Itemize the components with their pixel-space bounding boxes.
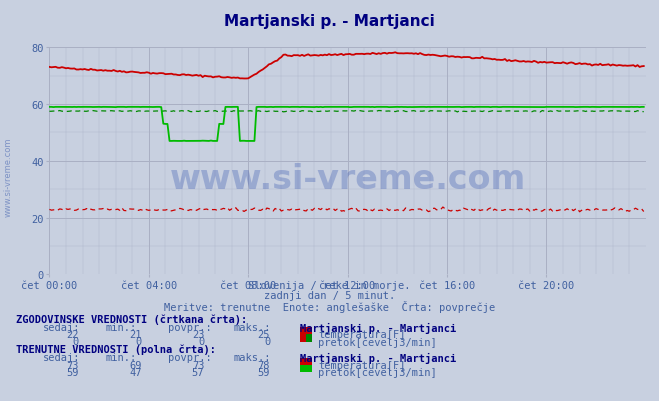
Text: min.:: min.: <box>105 352 136 363</box>
Text: Martjanski p. - Martjanci: Martjanski p. - Martjanci <box>300 322 456 333</box>
Text: 69: 69 <box>129 360 142 370</box>
Text: www.si-vreme.com: www.si-vreme.com <box>3 137 13 216</box>
Text: 23: 23 <box>192 330 204 340</box>
Text: 25: 25 <box>258 330 270 340</box>
Text: pretok[čevelj3/min]: pretok[čevelj3/min] <box>318 336 437 347</box>
Text: maks.:: maks.: <box>234 322 272 332</box>
Text: 73: 73 <box>192 360 204 370</box>
Text: maks.:: maks.: <box>234 352 272 363</box>
Text: temperatura[F]: temperatura[F] <box>318 360 406 370</box>
Text: Meritve: trenutne  Enote: anglešaške  Črta: povprečje: Meritve: trenutne Enote: anglešaške Črta… <box>164 300 495 312</box>
Text: povpr.:: povpr.: <box>168 352 212 363</box>
Text: sedaj:: sedaj: <box>43 352 80 363</box>
Text: Martjanski p. - Martjanci: Martjanski p. - Martjanci <box>224 14 435 29</box>
Text: 59: 59 <box>258 367 270 377</box>
Text: temperatura[F]: temperatura[F] <box>318 330 406 340</box>
Text: 21: 21 <box>129 330 142 340</box>
Text: pretok[čevelj3/min]: pretok[čevelj3/min] <box>318 367 437 377</box>
Text: 0: 0 <box>73 336 79 346</box>
Text: 22: 22 <box>67 330 79 340</box>
Text: zadnji dan / 5 minut.: zadnji dan / 5 minut. <box>264 290 395 300</box>
Text: Martjanski p. - Martjanci: Martjanski p. - Martjanci <box>300 352 456 363</box>
Text: 78: 78 <box>258 360 270 370</box>
Text: www.si-vreme.com: www.si-vreme.com <box>169 163 526 196</box>
Text: sedaj:: sedaj: <box>43 322 80 332</box>
Text: ZGODOVINSKE VREDNOSTI (črtkana črta):: ZGODOVINSKE VREDNOSTI (črtkana črta): <box>16 314 248 324</box>
Text: 0: 0 <box>136 336 142 346</box>
Text: 0: 0 <box>198 336 204 346</box>
Text: 57: 57 <box>192 367 204 377</box>
Text: 0: 0 <box>264 336 270 346</box>
Text: povpr.:: povpr.: <box>168 322 212 332</box>
Text: 59: 59 <box>67 367 79 377</box>
Text: TRENUTNE VREDNOSTI (polna črta):: TRENUTNE VREDNOSTI (polna črta): <box>16 344 216 354</box>
Text: Slovenija / reke in morje.: Slovenija / reke in morje. <box>248 281 411 291</box>
Text: 73: 73 <box>67 360 79 370</box>
Text: 47: 47 <box>129 367 142 377</box>
Text: min.:: min.: <box>105 322 136 332</box>
